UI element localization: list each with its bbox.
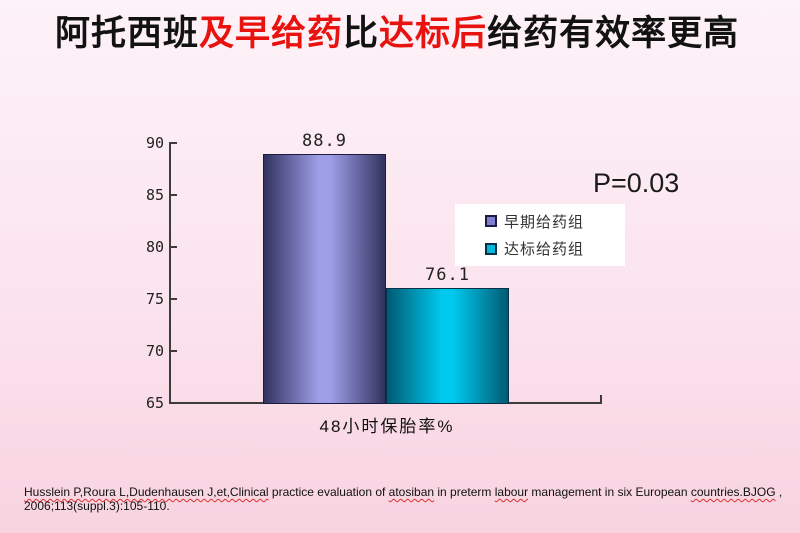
- legend-label: 达标给药组: [504, 241, 585, 259]
- text-segment: practice evaluation of: [268, 485, 389, 499]
- legend-label: 早期给药组: [504, 213, 585, 231]
- y-tick-label: 65: [145, 394, 164, 412]
- y-tick-mark: [170, 298, 177, 300]
- chart-legend: 早期给药组 达标给药组: [455, 204, 625, 266]
- p-value-annotation: P=0.03: [593, 168, 680, 198]
- title-segment-red: 及早给药: [199, 14, 344, 53]
- x-axis-end-tick: [600, 395, 602, 403]
- y-tick-mark: [170, 194, 177, 196]
- text-segment: 2006;113(suppl.3):105-110.: [24, 498, 170, 513]
- y-axis-line: [169, 142, 171, 404]
- bar-value-label: 88.9: [302, 131, 347, 152]
- y-tick-mark: [170, 246, 177, 248]
- legend-marker-purple-icon: [485, 215, 497, 228]
- page-title: 阿托西班及早给药比达标后给药有效率更高: [55, 12, 739, 56]
- text-segment: labour: [494, 485, 529, 499]
- y-tick-label: 85: [145, 186, 164, 204]
- text-segment: atosiban: [388, 485, 435, 499]
- y-tick-mark: [170, 402, 177, 404]
- y-tick-label: 90: [145, 134, 164, 152]
- y-tick-label: 75: [145, 290, 164, 308]
- x-axis-label: 48小时保胎率%: [319, 417, 455, 436]
- title-segment-black: 给药有效率更高: [487, 14, 740, 53]
- text-segment: ,: [775, 485, 783, 499]
- y-tick-label: 70: [145, 342, 164, 360]
- text-segment: management in six European: [528, 485, 691, 499]
- citation: Husslein P,Roura L,Dudenhausen J,et,Clin…: [24, 485, 792, 513]
- bar-value-label: 76.1: [425, 264, 470, 285]
- title-segment-red: 达标后: [379, 14, 488, 53]
- text-segment: countries.BJOG: [690, 485, 776, 499]
- y-tick-mark: [170, 142, 177, 144]
- chart-bar-0: [263, 154, 386, 404]
- legend-item-early-group: 早期给药组: [485, 211, 625, 232]
- legend-marker-cyan-icon: [485, 242, 497, 255]
- text-segment: in preterm: [434, 485, 495, 499]
- y-tick-label: 80: [145, 238, 164, 256]
- text-segment: Husslein P,Roura L,Dudenhausen J,et,Clin…: [24, 485, 269, 499]
- title-segment-black: 比: [343, 14, 380, 53]
- chart-bar-1: [386, 287, 509, 404]
- title-segment-black: 阿托西班: [55, 14, 200, 53]
- y-tick-mark: [170, 350, 177, 352]
- legend-item-standard-group: 达标给药组: [485, 238, 625, 259]
